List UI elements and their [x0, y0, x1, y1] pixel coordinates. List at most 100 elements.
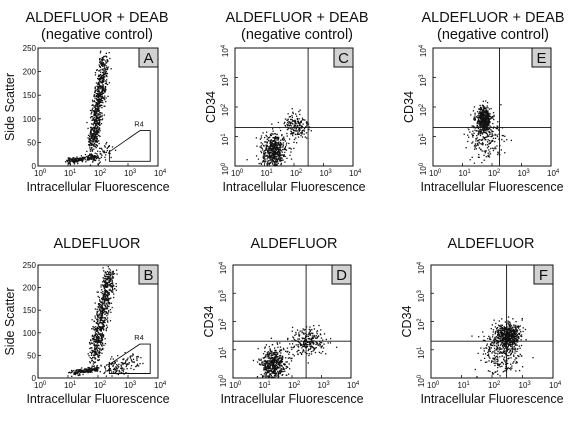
- chart-b-point: [109, 290, 111, 292]
- chart-a-point: [90, 155, 92, 158]
- chart-b-point: [109, 283, 111, 285]
- chart-d-point: [315, 337, 318, 339]
- chart-d-point: [319, 345, 321, 347]
- chart-f-point: [494, 357, 496, 360]
- chart-a-point: [73, 162, 76, 164]
- chart-f-point: [484, 357, 486, 359]
- chart-e-point: [486, 134, 489, 136]
- chart-d-point: [269, 350, 271, 352]
- chart-b-point: [105, 312, 107, 315]
- chart-e-point: [497, 128, 499, 130]
- chart-e-point: [485, 150, 487, 152]
- chart-c-point: [274, 143, 276, 145]
- chart-b-point: [107, 282, 109, 284]
- chart-b-point: [88, 341, 91, 344]
- chart-f-point: [505, 354, 507, 356]
- chart-b-point: [73, 373, 75, 375]
- chart-f-point: [493, 347, 496, 350]
- chart-c-point: [281, 134, 283, 137]
- chart-d-point: [296, 351, 298, 353]
- chart-b-point: [105, 294, 107, 296]
- chart-e-point: [486, 136, 489, 138]
- chart-e-point: [481, 125, 483, 128]
- chart-b-point: [125, 372, 128, 374]
- chart-e-point: [475, 116, 477, 118]
- chart-f-point: [501, 348, 503, 350]
- chart-d-point: [281, 356, 284, 358]
- chart-e-point: [475, 148, 477, 150]
- chart-e-point: [496, 134, 498, 136]
- chart-b-point: [91, 334, 94, 336]
- chart-e-point: [481, 129, 483, 132]
- chart-a-point: [98, 78, 100, 81]
- chart-e-x-tick-label: 102: [488, 169, 501, 178]
- chart-c-point: [277, 137, 280, 140]
- chart-b-x-tick-label: 102: [94, 381, 107, 390]
- chart-b-point: [92, 361, 95, 363]
- chart-b-point: [91, 359, 94, 361]
- chart-b-point: [96, 313, 98, 315]
- chart-f-point: [500, 331, 502, 334]
- chart-b-point: [107, 276, 109, 278]
- chart-d-point: [274, 353, 276, 355]
- chart-a-y-axis-label: Side Scatter: [3, 73, 17, 141]
- chart-b-point: [104, 366, 106, 369]
- chart-c-point: [270, 152, 273, 154]
- chart-e-point: [489, 115, 491, 118]
- chart-a-point: [77, 161, 79, 163]
- chart-a-point: [99, 147, 101, 150]
- chart-f-point: [512, 347, 514, 349]
- chart-f-point: [474, 368, 476, 371]
- chart-c-point: [266, 144, 268, 147]
- chart-b-point: [97, 339, 99, 341]
- chart-d-point: [272, 372, 274, 374]
- chart-f-point: [506, 354, 508, 357]
- chart-e-point: [493, 148, 495, 150]
- chart-b-point: [90, 369, 93, 372]
- chart-a-point: [101, 95, 104, 97]
- chart-c-point: [276, 156, 278, 158]
- chart-a-point: [93, 110, 95, 112]
- chart-b-point: [133, 361, 135, 363]
- chart-a-point: [93, 100, 96, 103]
- chart-e-point: [477, 117, 479, 119]
- chart-e-point: [486, 129, 488, 131]
- chart-f-point: [507, 337, 509, 339]
- chart-d-point: [275, 375, 277, 377]
- chart-d-point: [286, 361, 288, 363]
- chart-a-point: [96, 110, 98, 112]
- chart-a-point: [98, 101, 101, 103]
- chart-b-point: [123, 358, 125, 360]
- chart-b-point: [129, 356, 131, 358]
- chart-f-point: [494, 331, 497, 333]
- chart-f-point: [499, 339, 502, 341]
- chart-c-point: [259, 138, 261, 140]
- chart-b-point: [116, 369, 118, 372]
- chart-a-point: [93, 113, 95, 115]
- chart-b-point: [101, 333, 103, 335]
- chart-e-point: [482, 132, 484, 134]
- chart-d-point: [271, 360, 273, 363]
- chart-f-point: [495, 345, 498, 347]
- chart-c-point: [277, 152, 279, 154]
- chart-b-point: [105, 281, 107, 283]
- chart-d-point: [278, 355, 281, 357]
- chart-d-point: [329, 342, 332, 344]
- chart-d-point: [311, 339, 313, 341]
- chart-b-point: [94, 344, 96, 346]
- chart-d-point: [281, 365, 283, 368]
- chart-d-point: [308, 333, 310, 335]
- chart-d-point: [303, 333, 305, 335]
- chart-e-point: [478, 123, 480, 125]
- chart-b-point: [102, 304, 104, 306]
- chart-a-point: [74, 157, 77, 160]
- chart-f-point: [516, 348, 518, 350]
- chart-b-point: [84, 369, 86, 371]
- chart-d-point: [265, 364, 267, 366]
- chart-f-point: [508, 337, 511, 339]
- chart-b-point: [126, 359, 128, 361]
- chart-d-point: [273, 360, 275, 362]
- chart-f-point: [499, 333, 501, 336]
- chart-d-point: [280, 358, 283, 360]
- chart-b-point: [102, 323, 104, 325]
